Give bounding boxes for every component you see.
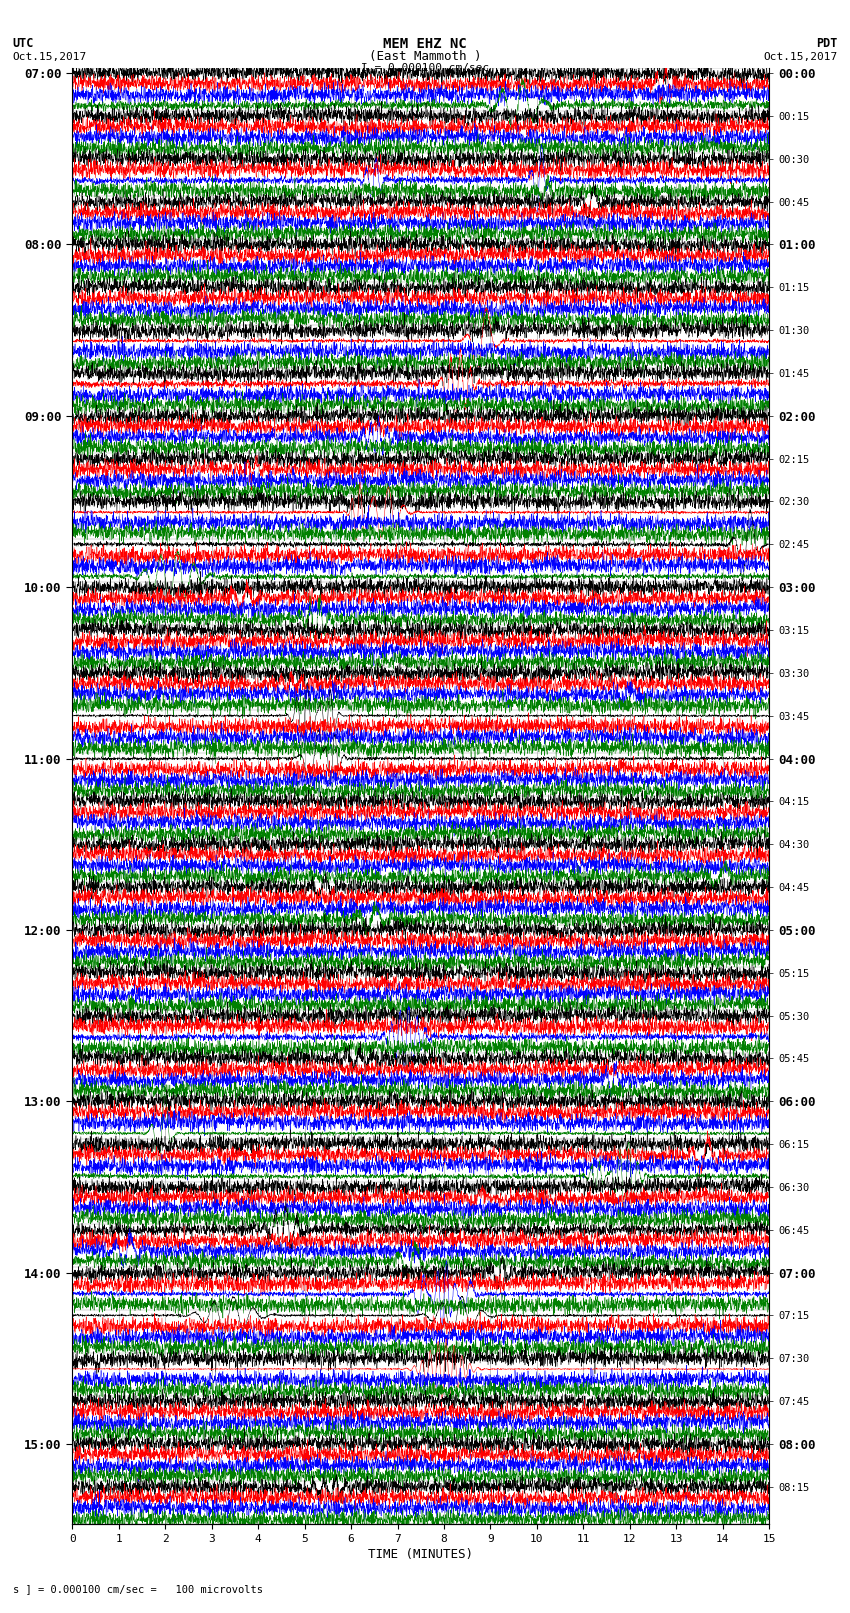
Text: Oct.15,2017: Oct.15,2017	[763, 52, 837, 61]
Text: MEM EHZ NC: MEM EHZ NC	[383, 37, 467, 52]
Text: PDT: PDT	[816, 37, 837, 50]
Text: I = 0.000100 cm/sec: I = 0.000100 cm/sec	[361, 63, 489, 73]
X-axis label: TIME (MINUTES): TIME (MINUTES)	[368, 1548, 473, 1561]
Text: s ] = 0.000100 cm/sec =   100 microvolts: s ] = 0.000100 cm/sec = 100 microvolts	[13, 1584, 263, 1594]
Text: (East Mammoth ): (East Mammoth )	[369, 50, 481, 63]
Text: Oct.15,2017: Oct.15,2017	[13, 52, 87, 61]
Text: UTC: UTC	[13, 37, 34, 50]
